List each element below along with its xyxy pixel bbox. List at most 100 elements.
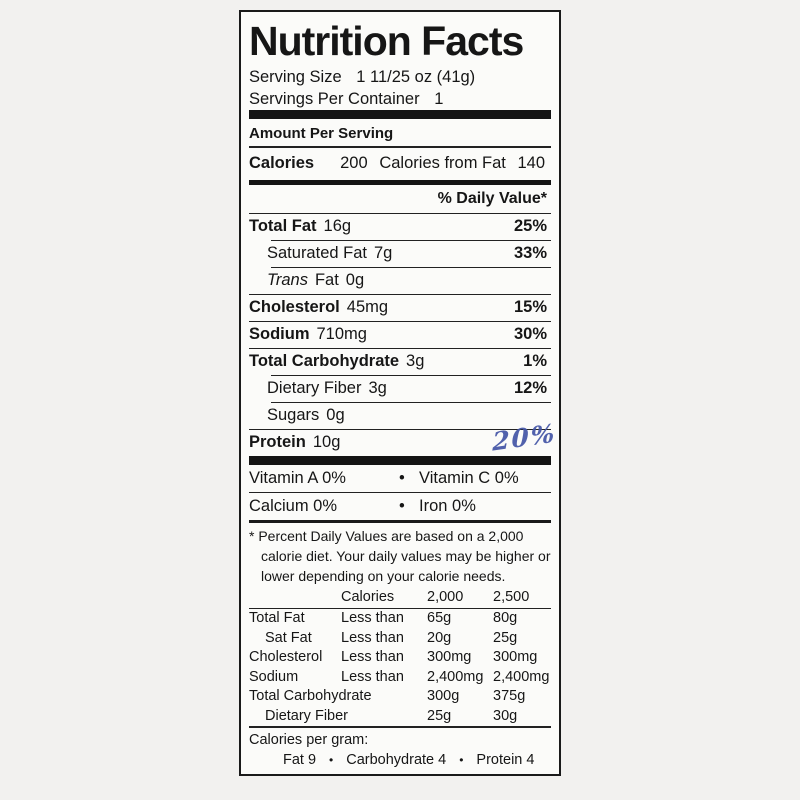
nutrient-name: Fat bbox=[314, 271, 339, 290]
table-cell-qualifier: Less than bbox=[341, 649, 404, 665]
table-header-2500: 2,500 bbox=[493, 589, 530, 605]
table-cell-name: Sat Fat bbox=[265, 629, 312, 646]
calories-from-fat: Calories from Fat 140 bbox=[379, 154, 545, 173]
nutrient-name: Sodium bbox=[249, 325, 310, 344]
nutrient-row-cholesterol: Cholesterol 45mg 15% bbox=[249, 295, 551, 321]
table-header-2000: 2,000 bbox=[427, 589, 464, 605]
nutrient-name: Saturated Fat bbox=[267, 244, 367, 263]
serving-size-value: 1 11/25 oz (41g) bbox=[356, 68, 476, 86]
vitamin-a-value: Vitamin A 0% bbox=[249, 468, 346, 487]
nutrient-name: Dietary Fiber bbox=[267, 379, 362, 398]
calories-value: 200 bbox=[340, 154, 368, 172]
daily-value-header: % Daily Value* bbox=[437, 189, 547, 207]
table-cell-2500: 25g bbox=[493, 629, 518, 646]
nutrient-name: Protein bbox=[249, 433, 306, 452]
nutrient-daily-value: 25% bbox=[513, 217, 547, 236]
calcium-value: Calcium 0% bbox=[249, 497, 338, 515]
calories-from-fat-label: Calories from Fat bbox=[379, 154, 506, 172]
servings-per-container-label: Servings Per Container bbox=[249, 90, 420, 108]
table-cell-2500: 300mg bbox=[493, 649, 538, 665]
table-cell-name: Sodium bbox=[249, 668, 299, 685]
table-cell-2000: 25g bbox=[427, 707, 452, 724]
divider-line bbox=[271, 374, 551, 376]
divider-line bbox=[249, 293, 551, 295]
divider-line bbox=[249, 726, 551, 728]
thick-divider-bar bbox=[249, 110, 551, 119]
table-header-row: Calories 2,000 2,500 bbox=[249, 588, 551, 608]
servings-per-container-line: Servings Per Container 1 bbox=[249, 88, 551, 110]
divider-line bbox=[271, 266, 551, 268]
divider-line bbox=[271, 401, 551, 403]
divider-line bbox=[249, 146, 551, 148]
vitamin-c-value: Vitamin C 0% bbox=[419, 468, 519, 487]
calories-label: Calories bbox=[249, 154, 315, 172]
table-row: Sodium Less than 2,400mg 2,400mg bbox=[249, 668, 551, 688]
table-cell-2000: 300g bbox=[427, 688, 460, 704]
table-header-calories: Calories bbox=[341, 589, 395, 605]
nutrient-name: Cholesterol bbox=[249, 298, 340, 317]
nutrient-row-total-carbohydrate: Total Carbohydrate 3g 1% bbox=[249, 349, 551, 375]
nutrient-name-italic: Trans bbox=[267, 271, 308, 290]
label-title: Nutrition Facts bbox=[249, 18, 524, 64]
table-row: Dietary Fiber 25g 30g bbox=[249, 707, 551, 727]
calories-per-gram-values: Fat 9 • Carbohydrate 4 • Protein 4 bbox=[249, 750, 551, 770]
nutrition-facts-label: Nutrition Facts Serving Size 1 11/25 oz … bbox=[239, 10, 561, 776]
table-row: Total Fat Less than 65g 80g bbox=[249, 609, 551, 629]
table-cell-2000: 65g bbox=[427, 610, 452, 626]
nutrient-row-trans-fat: Trans Fat 0g bbox=[249, 268, 551, 294]
calories-per-gram-heading: Calories per gram: bbox=[249, 731, 369, 748]
serving-size-label: Serving Size bbox=[249, 68, 342, 86]
divider-line bbox=[249, 491, 551, 493]
bullet-separator: • bbox=[329, 752, 334, 767]
table-cell-2000: 2,400mg bbox=[427, 668, 484, 685]
nutrient-amount: 7g bbox=[373, 244, 393, 263]
servings-per-container-value: 1 bbox=[434, 90, 444, 108]
table-cell-2500: 375g bbox=[493, 688, 526, 704]
table-cell-2500: 30g bbox=[493, 707, 518, 724]
divider-line bbox=[249, 347, 551, 349]
nutrient-row-saturated-fat: Saturated Fat 7g 33% bbox=[249, 241, 551, 267]
divider-line bbox=[271, 239, 551, 241]
nutrient-daily-value: 15% bbox=[513, 298, 547, 317]
nutrient-amount: 16g bbox=[323, 217, 352, 236]
nutrient-amount: 3g bbox=[406, 352, 425, 371]
nutrient-amount: 10g bbox=[312, 433, 341, 452]
medium-divider-bar bbox=[249, 520, 551, 523]
nutrient-daily-value: 33% bbox=[513, 244, 547, 263]
table-cell-qualifier: Less than bbox=[341, 629, 404, 646]
nutrient-row-total-fat: Total Fat 16g 25% bbox=[249, 214, 551, 240]
mineral-row: Calcium 0% • Iron 0% bbox=[249, 493, 551, 520]
table-row: Total Carbohydrate 300g 375g bbox=[249, 687, 551, 707]
nutrient-row-sodium: Sodium 710mg 30% bbox=[249, 322, 551, 348]
nutrient-row-protein: Protein 10g 20% bbox=[249, 418, 557, 456]
table-cell-name: Cholesterol bbox=[249, 649, 323, 665]
amount-per-serving-heading: Amount Per Serving bbox=[249, 125, 394, 142]
table-row: Cholesterol Less than 300mg 300mg bbox=[249, 648, 551, 668]
iron-value: Iron 0% bbox=[419, 497, 476, 515]
table-cell-qualifier: Less than bbox=[341, 668, 404, 685]
bullet-separator: • bbox=[459, 752, 464, 767]
daily-values-table: Calories 2,000 2,500 Total Fat Less than… bbox=[249, 588, 551, 726]
medium-divider-bar bbox=[249, 179, 551, 185]
bullet-separator: • bbox=[399, 497, 405, 515]
table-cell-2000: 300mg bbox=[427, 649, 472, 665]
nutrient-daily-value: 1% bbox=[523, 352, 547, 371]
daily-values-footnote: * Percent Daily Values are based on a 2,… bbox=[249, 528, 551, 584]
cpg-protein: Protein 4 bbox=[476, 751, 535, 768]
nutrient-amount: 3g bbox=[368, 379, 387, 398]
divider-line bbox=[249, 320, 551, 322]
calories-from-fat-value: 140 bbox=[517, 154, 545, 172]
nutrient-amount: 0g bbox=[345, 271, 365, 290]
divider-line bbox=[249, 607, 551, 609]
nutrient-daily-value: 30% bbox=[513, 325, 547, 344]
divider-line bbox=[249, 428, 551, 430]
nutrient-name: Total Fat bbox=[249, 217, 317, 236]
nutrient-amount: 710mg bbox=[316, 325, 367, 344]
table-cell-2000: 20g bbox=[427, 629, 452, 646]
cpg-carbohydrate: Carbohydrate 4 bbox=[346, 751, 447, 768]
thick-divider-bar bbox=[249, 455, 551, 465]
calories-row: Calories 200 Calories from Fat 140 bbox=[249, 148, 551, 180]
table-cell-name: Total Fat bbox=[249, 610, 305, 626]
nutrient-name: Total Carbohydrate bbox=[249, 352, 400, 371]
